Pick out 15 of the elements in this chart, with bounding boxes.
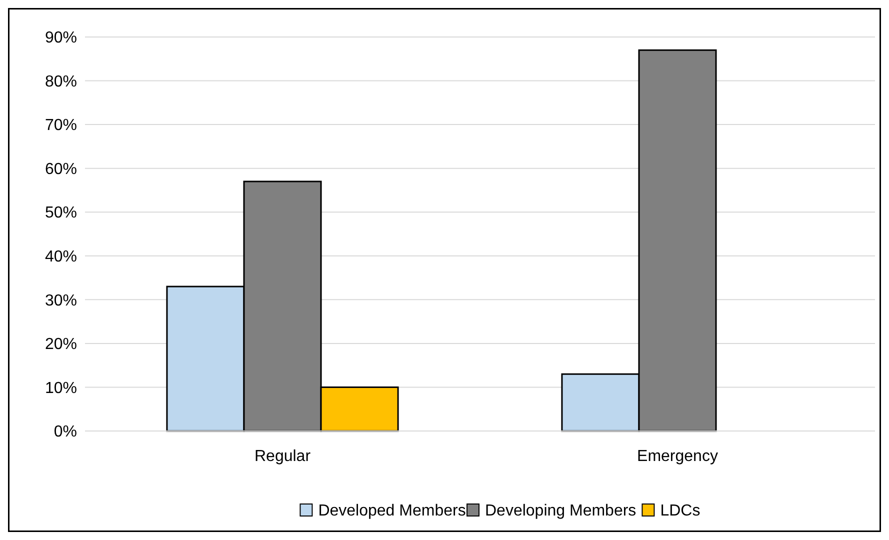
- y-tick-label: 0%: [54, 424, 77, 441]
- y-tick-label: 40%: [44, 248, 77, 266]
- legend-label: LDCs: [660, 502, 700, 520]
- x-tick-label: Regular: [254, 448, 312, 465]
- y-tick-label: 50%: [44, 204, 77, 222]
- y-tick-label: 60%: [44, 160, 77, 178]
- y-tick-label: 80%: [44, 73, 77, 90]
- y-tick-label: 70%: [44, 117, 77, 134]
- y-tick-label: 20%: [44, 336, 77, 354]
- legend-label: Developed Members: [318, 502, 466, 520]
- x-tick-label: Emergency: [637, 448, 718, 465]
- legend-label: Developing Members: [485, 502, 636, 520]
- y-tick-label: 90%: [44, 30, 77, 47]
- y-tick-label: 10%: [44, 380, 77, 397]
- y-tick-label: 30%: [44, 292, 77, 310]
